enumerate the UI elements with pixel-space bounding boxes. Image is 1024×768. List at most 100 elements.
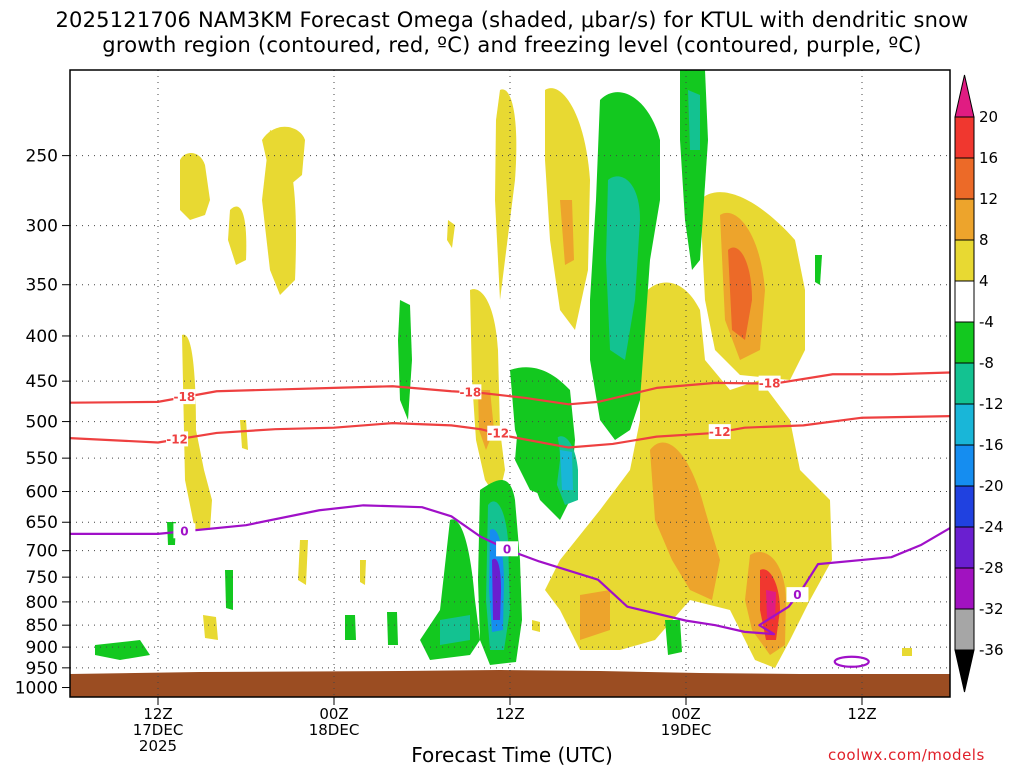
- y-tick-label: 650: [26, 513, 58, 533]
- y-tick-label: 300: [26, 217, 58, 237]
- colorbar-swatch: [954, 567, 975, 610]
- y-tick-label: 750: [26, 568, 58, 588]
- omega-blob: [495, 89, 517, 300]
- colorbar-label: -20: [979, 477, 1004, 495]
- omega-blob: [387, 612, 398, 645]
- omega-blob: [728, 247, 752, 340]
- y-axis: 2503003504004505005506006507007508008509…: [15, 147, 70, 699]
- colorbar-swatch: [954, 321, 975, 364]
- omega-blob: [182, 334, 212, 530]
- y-tick-label: 1000: [15, 679, 58, 699]
- colorbar-swatch: [954, 403, 975, 446]
- x-axis-label: Forecast Time (UTC): [411, 743, 613, 767]
- contour-label: -18: [460, 385, 482, 399]
- omega-blob: [447, 220, 455, 248]
- x-tick-label: 18DEC: [309, 721, 360, 739]
- y-tick-label: 400: [26, 327, 58, 347]
- contour-label: -18: [174, 390, 196, 404]
- purple-zero-contour: [70, 504, 951, 636]
- omega-blob: [560, 450, 573, 490]
- omega-blob: [262, 130, 296, 295]
- colorbar-swatch: [954, 526, 975, 569]
- colorbar-label: 12: [979, 190, 998, 208]
- contour-lines: -18 -18 -18 -12 -12 -12 0 0 0: [69, 371, 951, 668]
- colorbar-swatch: [954, 157, 975, 200]
- y-tick-label: 550: [26, 449, 58, 469]
- contour-label: -12: [487, 427, 509, 441]
- contour-label-bg: [173, 389, 196, 405]
- y-tick-label: 350: [26, 276, 58, 296]
- colorbar-swatch: [954, 116, 975, 159]
- omega-blob: [766, 590, 776, 620]
- omega-blob: [680, 70, 708, 270]
- omega-blob: [240, 420, 248, 450]
- gridlines: [70, 70, 950, 697]
- omega-blob: [606, 176, 640, 360]
- omega-blob: [298, 540, 308, 585]
- colorbar-label: 20: [979, 108, 998, 126]
- colorbar-bottom-triangle: [954, 649, 975, 693]
- colorbar-label: 16: [979, 149, 998, 167]
- x-tick-label: 12Z: [495, 705, 524, 723]
- colorbar-swatch: [954, 280, 975, 323]
- omega-blob: [225, 570, 233, 610]
- credit-link[interactable]: coolwx.com/models: [828, 746, 985, 764]
- x-tick-label: 17DEC: [133, 721, 184, 739]
- omega-shading: [95, 70, 912, 668]
- contour-label-bg: [166, 431, 189, 447]
- colorbar-label: -24: [979, 518, 1004, 536]
- omega-blob: [665, 620, 682, 655]
- contour-label-bg: [173, 523, 196, 539]
- surface-fill: [70, 670, 950, 697]
- contour-label: -12: [166, 432, 188, 446]
- colorbar-label: -36: [979, 641, 1004, 659]
- omega-blob: [228, 206, 247, 265]
- y-tick-label: 250: [26, 147, 58, 167]
- omega-blob: [345, 615, 356, 640]
- x-tick-label: 2025: [139, 737, 177, 755]
- omega-blob: [688, 90, 700, 150]
- y-tick-label: 850: [26, 616, 58, 636]
- colorbar-label: -32: [979, 600, 1004, 618]
- contour-label: 0: [180, 524, 188, 538]
- x-tick-label: 00Z: [319, 705, 348, 723]
- y-tick-label: 950: [26, 659, 58, 679]
- omega-blob: [650, 442, 720, 600]
- colorbar-swatch: [954, 444, 975, 487]
- colorbar-label: 8: [979, 231, 989, 249]
- contour-label: -18: [759, 377, 781, 391]
- colorbar-label: -8: [979, 354, 994, 372]
- colorbar-top-triangle: [954, 74, 975, 118]
- omega-blob: [180, 153, 210, 220]
- colorbar-swatch: [954, 198, 975, 241]
- contour-label-bg: [758, 375, 781, 391]
- contour-label: -12: [709, 425, 731, 439]
- x-tick-label: 19DEC: [661, 721, 712, 739]
- colorbar-swatch: [954, 608, 975, 651]
- omega-blob: [515, 399, 560, 500]
- contour-label-bg: [496, 541, 519, 557]
- omega-blob: [532, 620, 540, 632]
- colorbar-label: -28: [979, 559, 1004, 577]
- x-tick-label: 12Z: [143, 705, 172, 723]
- omega-blob: [492, 558, 501, 620]
- y-tick-label: 700: [26, 542, 58, 562]
- x-tick-label: 12Z: [847, 705, 876, 723]
- omega-blob: [95, 640, 150, 660]
- omega-blob: [902, 648, 912, 656]
- red-minus12-contour: [69, 415, 951, 449]
- y-tick-label: 600: [26, 483, 58, 503]
- contour-label-bg: [459, 384, 482, 400]
- colorbar-label: -4: [979, 313, 994, 331]
- contour-label-bg: [786, 587, 809, 603]
- omega-blob: [815, 255, 822, 285]
- purple-small-loop-contour: [833, 655, 870, 668]
- y-tick-label: 450: [26, 372, 58, 392]
- colorbar-swatch: [954, 362, 975, 405]
- chart-title-line2: growth region (contoured, red, ºC) and f…: [102, 33, 922, 57]
- omega-blob: [560, 200, 574, 265]
- red-minus18-contour: [69, 371, 951, 406]
- contour-label-bg: [708, 424, 731, 440]
